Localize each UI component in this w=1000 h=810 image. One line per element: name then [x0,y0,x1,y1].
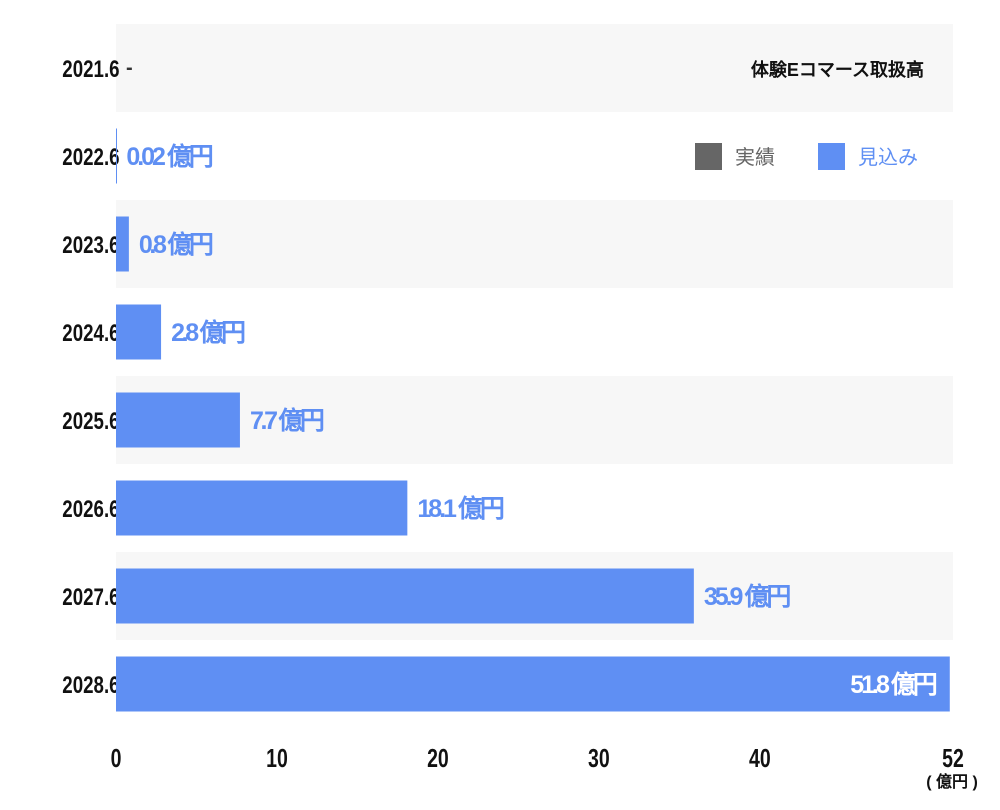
x-tick-label: 30 [588,743,610,772]
legend-label: 見込み [858,146,918,169]
row-band [116,112,953,200]
x-tick-label: 20 [427,743,449,772]
data-label: 0.02 億円 [126,142,214,171]
data-label: 18.1 億円 [417,494,505,523]
x-tick-label: 40 [749,743,771,772]
bar [116,304,162,360]
category-label: 2028.6 [62,672,119,699]
category-label: 2024.6 [62,320,119,347]
legend-swatch [818,143,845,170]
row-band [116,24,953,112]
x-tick-label: 52 [942,743,964,772]
data-label: 7.7 億円 [250,406,325,435]
row-band [116,200,953,288]
legend-swatch [695,143,722,170]
data-label: 51.8 億円 [850,670,938,699]
bar [116,392,240,448]
bar [116,480,408,536]
category-label: 2021.6 [62,56,119,83]
bar [116,128,117,184]
category-label: 2025.6 [62,408,119,435]
data-label: 35.9 億円 [704,582,792,611]
x-tick-label: 0 [111,743,122,772]
category-label: 2027.6 [62,584,119,611]
legend-label: 実績 [735,146,775,169]
x-tick-label: 10 [266,743,288,772]
row-band [116,376,953,464]
row-band [116,288,953,376]
category-label: 2023.6 [62,232,119,259]
data-label: 0.8 億円 [139,230,214,259]
category-label: 2026.6 [62,496,119,523]
bar [116,656,950,712]
x-axis-unit: ( 億円 ) [926,772,978,791]
bar [116,216,129,272]
chart-title: 体験Eコマース取扱高 [751,59,924,80]
data-label: 2.8 億円 [171,318,246,347]
data-label: - [126,57,133,79]
category-label: 2022.6 [62,144,119,171]
bar [116,568,694,624]
